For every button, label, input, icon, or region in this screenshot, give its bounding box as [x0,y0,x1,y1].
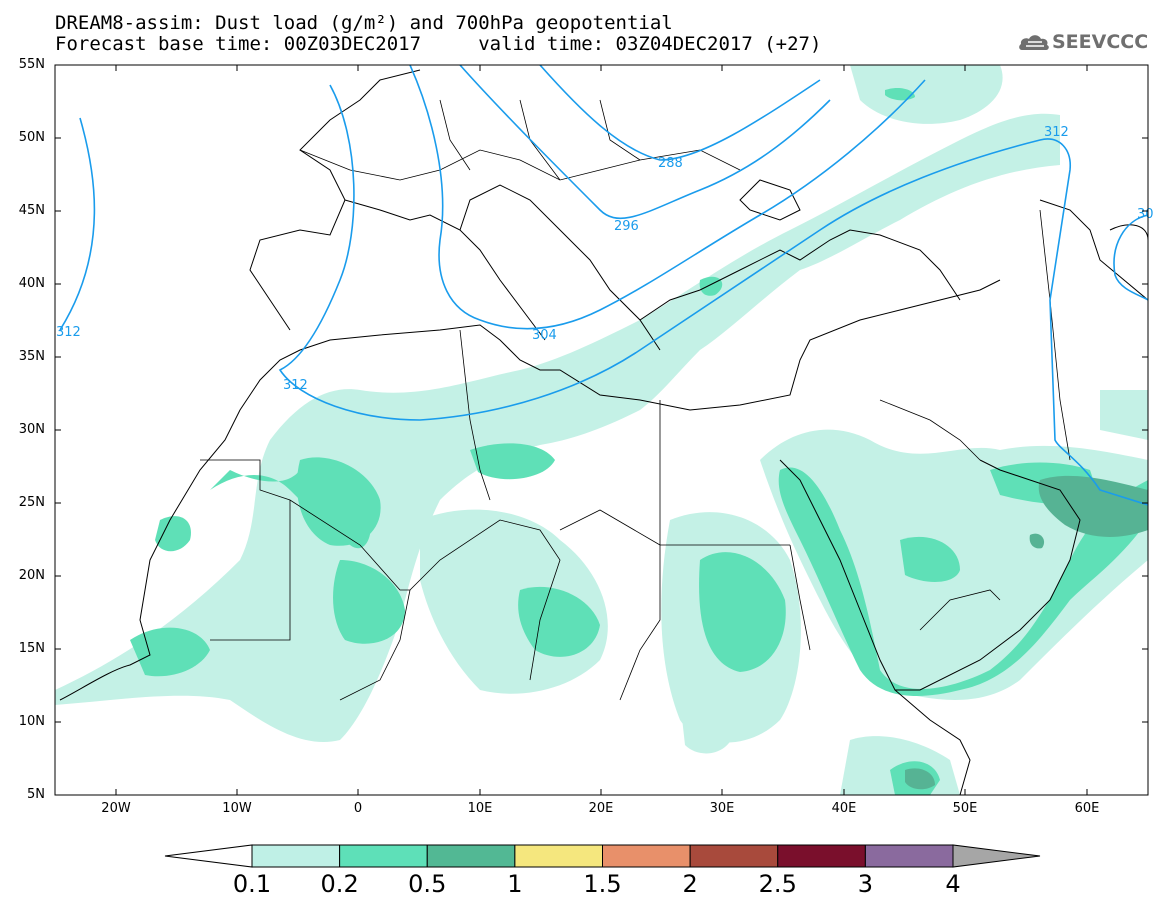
lat-label: 5N [27,787,45,802]
colorbar-label: 1 [507,870,523,898]
lat-label: 50N [18,130,45,145]
lon-label: 0 [353,801,363,816]
dust-shading-light [55,65,1148,795]
contour-label: 304 [532,328,557,343]
colorbar-label: 3 [857,870,874,898]
axis-ticks [55,65,1148,795]
lat-label: 30N [18,422,45,437]
colorbar-label: 1.5 [583,870,622,898]
logo-text: SEEVCCC [1052,31,1149,53]
coastlines [59,69,1148,795]
colorbar-label: 0.2 [320,870,359,898]
lat-label: 40N [18,276,45,291]
contour-label: 30 [1137,207,1154,222]
lon-label: 20W [101,801,131,816]
lat-label: 25N [18,495,45,510]
colorbar-label: 0.1 [232,870,272,898]
colorbar-label: 0.5 [408,870,447,898]
dust-shading-dark [905,475,1148,790]
country-borders [200,99,1071,701]
cloud-icon [1019,35,1049,50]
lon-label: 60E [1074,801,1100,816]
lon-label: 10W [222,801,252,816]
lon-label: 50E [952,801,978,816]
contour-label: 296 [614,219,639,234]
colorbar-label: 2 [682,870,698,898]
lat-label: 45N [18,203,45,218]
forecast-times: Forecast base time: 00Z03DEC2017 valid t… [55,33,822,55]
lat-label: 35N [18,349,45,364]
lat-label: 55N [18,57,45,72]
lon-label: 10E [467,801,493,816]
contour-labels: 288 296 304 312 312 312 30 [56,125,1154,393]
contour-label: 312 [283,378,308,393]
colorbar-label: 4 [945,870,961,898]
map-title: DREAM8-assim: Dust load (g/m²) and 700hP… [55,12,673,34]
lat-label: 15N [18,641,45,656]
lon-label: 40E [831,801,857,816]
contour-label: 312 [56,325,81,340]
lat-label: 10N [18,714,45,729]
colorbar-label: 2.5 [758,870,797,898]
contour-label: 312 [1044,125,1069,140]
geopotential-contours [59,65,1148,506]
lon-label: 20E [588,801,614,816]
lat-label: 20N [18,568,45,583]
contour-label: 288 [658,156,683,171]
lon-label: 30E [709,801,735,816]
